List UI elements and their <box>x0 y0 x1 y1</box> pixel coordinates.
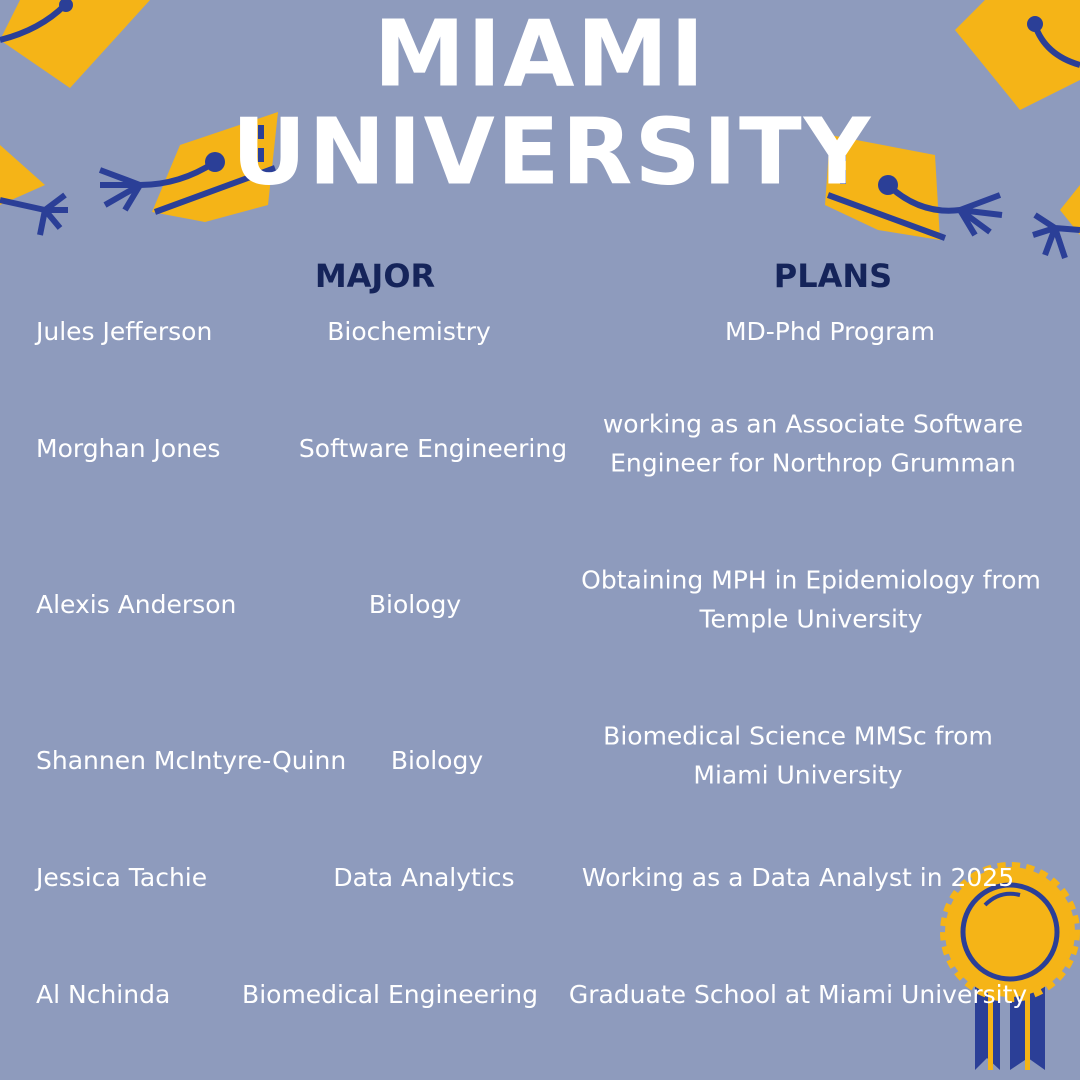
student-name: Alexis Anderson <box>36 590 236 619</box>
plans: Graduate School at Miami University <box>569 980 1028 1009</box>
plans: Engineer for Northrop Grumman <box>610 449 1016 478</box>
major: Software Engineering <box>299 434 567 463</box>
column-header: PLANS <box>774 257 892 295</box>
student-name: Shannen McIntyre-Quinn <box>36 746 346 775</box>
cap-decoration <box>0 0 150 88</box>
plans: Biomedical Science MMSc from <box>603 722 993 751</box>
ribbon-badge <box>940 862 1080 1070</box>
student-name: Al Nchinda <box>36 980 170 1009</box>
cap-decoration <box>1032 185 1080 259</box>
student-name: Morghan Jones <box>36 434 220 463</box>
major: Biochemistry <box>327 317 491 346</box>
major: Biology <box>391 746 484 775</box>
major: Data Analytics <box>333 863 514 892</box>
major: Biomedical Engineering <box>242 980 538 1009</box>
plans: MD-Phd Program <box>725 317 935 346</box>
cap-decoration <box>825 135 1003 241</box>
plans: Temple University <box>698 605 922 634</box>
cap-decoration <box>0 145 68 236</box>
plans: Working as a Data Analyst in 2025 <box>582 863 1014 892</box>
plans: Miami University <box>693 761 902 790</box>
student-name: Jessica Tachie <box>34 863 207 892</box>
title-line: MIAMI <box>374 0 707 107</box>
plans: Obtaining MPH in Epidemiology from <box>581 566 1041 595</box>
cap-decoration <box>98 112 278 222</box>
column-header: MAJOR <box>315 257 435 295</box>
cap-decoration <box>955 0 1080 110</box>
plans: working as an Associate Software <box>603 410 1023 439</box>
student-name: Jules Jefferson <box>34 317 212 346</box>
title-line: UNIVERSITY <box>232 98 873 205</box>
major: Biology <box>369 590 462 619</box>
